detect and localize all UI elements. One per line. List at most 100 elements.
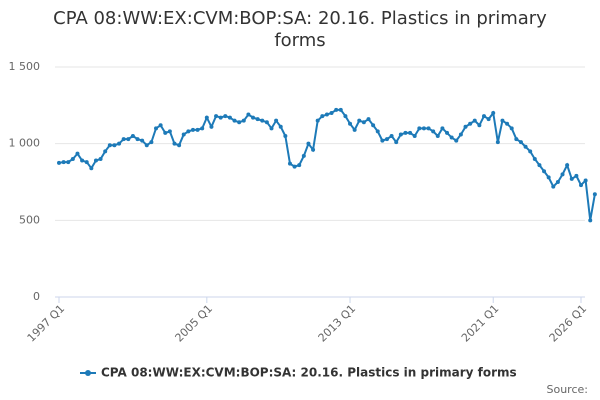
- point: [509, 126, 514, 131]
- point: [195, 127, 200, 132]
- point: [135, 137, 140, 142]
- point: [569, 176, 574, 181]
- point: [181, 132, 186, 137]
- x-tick-label: 2005 Q1: [173, 302, 216, 345]
- point: [486, 117, 491, 122]
- point: [532, 157, 537, 161]
- point: [61, 160, 66, 165]
- point: [274, 118, 279, 123]
- point: [140, 138, 145, 143]
- point: [348, 121, 353, 126]
- point: [555, 180, 560, 184]
- point: [454, 138, 459, 143]
- point: [352, 127, 357, 132]
- point: [361, 120, 366, 125]
- point: [565, 163, 570, 168]
- point: [320, 114, 325, 119]
- point: [518, 140, 523, 145]
- point: [324, 112, 329, 117]
- point: [463, 124, 468, 129]
- point: [505, 121, 510, 126]
- point: [80, 158, 85, 163]
- point: [306, 141, 311, 146]
- point: [190, 127, 195, 132]
- point: [287, 161, 292, 166]
- point: [412, 134, 417, 138]
- point: [440, 126, 445, 131]
- point: [172, 141, 177, 146]
- point: [144, 143, 149, 148]
- point: [394, 140, 399, 145]
- x-tick-label: 1997 Q1: [25, 302, 68, 345]
- point: [177, 143, 182, 148]
- point: [384, 137, 389, 142]
- point: [223, 114, 228, 119]
- x-tick-label: 2013 Q1: [316, 302, 359, 345]
- point: [583, 178, 588, 183]
- point: [528, 149, 533, 154]
- point: [514, 137, 519, 142]
- point: [269, 126, 274, 131]
- point: [523, 144, 528, 149]
- point: [421, 126, 426, 131]
- y-tick-label: 0: [33, 290, 40, 303]
- point: [579, 183, 583, 188]
- point: [214, 114, 219, 119]
- point: [158, 123, 163, 128]
- point: [546, 175, 551, 180]
- point: [542, 169, 547, 174]
- point: [283, 134, 288, 138]
- point: [560, 172, 565, 177]
- point: [112, 143, 117, 148]
- point: [426, 126, 431, 131]
- point: [209, 124, 214, 129]
- point: [408, 130, 413, 135]
- point: [592, 192, 597, 197]
- point: [537, 163, 542, 168]
- point: [449, 135, 454, 140]
- point: [70, 157, 75, 161]
- point: [468, 121, 473, 126]
- point: [66, 160, 71, 165]
- point: [311, 147, 316, 152]
- point: [93, 158, 98, 163]
- point: [435, 134, 440, 138]
- point: [57, 160, 61, 165]
- point: [149, 140, 154, 145]
- point: [251, 115, 256, 120]
- point: [301, 153, 306, 158]
- point: [481, 114, 486, 119]
- point: [98, 157, 103, 161]
- point: [163, 130, 168, 135]
- point: [89, 166, 94, 171]
- point: [186, 129, 191, 134]
- point: [75, 151, 80, 156]
- point: [491, 111, 496, 115]
- point: [334, 107, 339, 112]
- point: [343, 114, 348, 119]
- point: [255, 117, 260, 122]
- point: [366, 117, 371, 122]
- point: [380, 138, 385, 143]
- point: [232, 118, 237, 123]
- point: [84, 160, 89, 165]
- point: [204, 115, 209, 120]
- point: [551, 184, 556, 189]
- point: [458, 132, 463, 137]
- series-line: [58, 108, 596, 221]
- y-tick-label: 1 500: [9, 60, 41, 73]
- x-tick-label: 2026 Q1: [547, 302, 590, 345]
- point: [588, 218, 593, 223]
- point: [495, 140, 500, 145]
- legend-label: CPA 08:WW:EX:CVM:BOP:SA: 20.16. Plastics…: [101, 366, 517, 380]
- point: [398, 132, 403, 137]
- source: Source:: [547, 383, 589, 396]
- point: [126, 137, 131, 142]
- point: [200, 126, 205, 131]
- point: [500, 118, 505, 123]
- y-tick-label: 500: [19, 213, 40, 226]
- point: [103, 149, 108, 154]
- point: [107, 143, 112, 148]
